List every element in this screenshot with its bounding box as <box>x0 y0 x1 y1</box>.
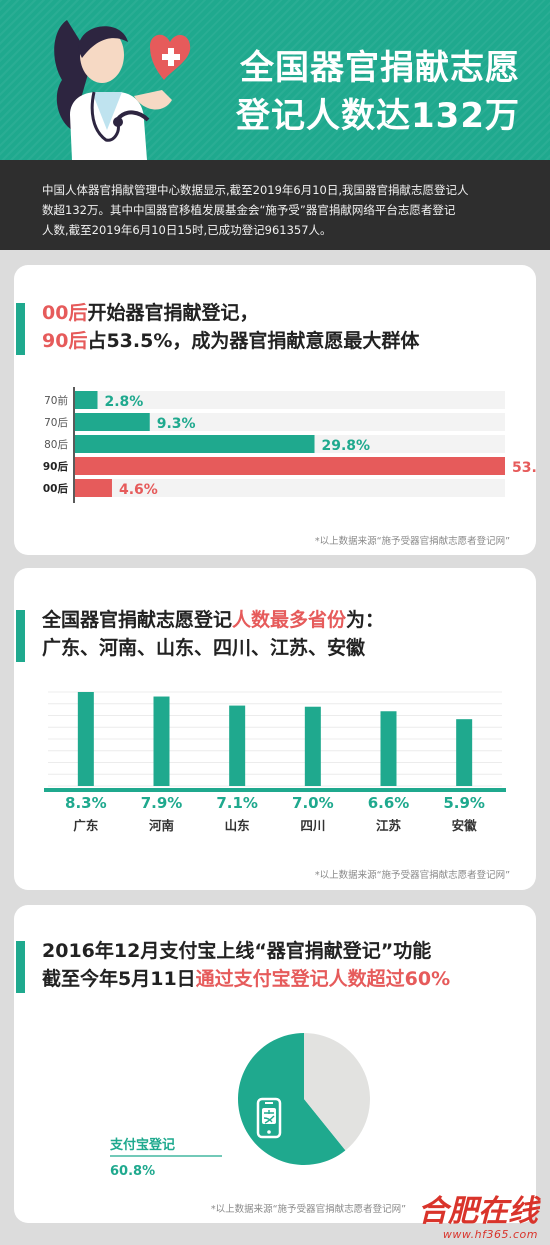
province-bar <box>380 711 397 786</box>
heading2-provinces: 广东、河南、山东、四川、江苏、安徽 <box>42 637 366 659</box>
province-bar <box>456 719 473 786</box>
province-bar <box>153 696 170 786</box>
phone-app-icon <box>256 1097 282 1139</box>
watermark-url: www.hf365.com <box>442 1228 538 1241</box>
intro-line3: 人数,截至2019年6月10日15时,已成功登记961357人。 <box>42 223 332 237</box>
province-value-label: 7.9% <box>141 794 183 812</box>
doctor-with-heart-illustration <box>54 20 191 160</box>
heading1-highlight-a: 00后 <box>42 302 88 324</box>
heading2-text-a: 全国器官捐献志愿登记 <box>42 609 233 631</box>
province-value-label: 5.9% <box>443 794 485 812</box>
heading3-highlight: 通过支付宝登记人数超过60% <box>195 968 451 990</box>
province-tick-label: 安徽 <box>452 818 478 833</box>
pie-legend-value: 60.8% <box>110 1164 155 1179</box>
age-value-label: 53.5% <box>512 460 536 476</box>
age-bar <box>75 413 150 431</box>
province-value-label: 8.3% <box>65 794 107 812</box>
intro-line2: 数超132万。其中中国器官移植发展基金会“施予受”器官捐献网络平台志愿者登记 <box>42 203 456 217</box>
age-group-source: *以上数据来源“施予受器官捐献志愿者登记网” <box>314 536 510 547</box>
province-tick-label: 广东 <box>73 818 99 833</box>
age-value-label: 9.3% <box>157 416 196 432</box>
province-tick-label: 山东 <box>225 818 251 833</box>
age-bar-track <box>75 391 505 409</box>
province-card: 全国器官捐献志愿登记人数最多省份为： 广东、河南、山东、四川、江苏、安徽 8.3… <box>14 568 536 890</box>
province-value-label: 6.6% <box>368 794 410 812</box>
province-bar <box>304 706 321 786</box>
pie-slice <box>238 1033 346 1165</box>
intro-panel: 中国人体器官捐献管理中心数据显示,截至2019年6月10日,我国器官捐献志愿登记… <box>0 160 550 250</box>
age-value-label: 29.8% <box>322 438 371 454</box>
age-value-label: 4.6% <box>119 482 158 498</box>
age-tick-label: 70前 <box>44 394 68 407</box>
age-bar-track <box>75 479 505 497</box>
page-title-line2: 登记人数达132万 <box>236 96 520 136</box>
heading-accent-bar <box>16 610 25 662</box>
age-tick-label: 80后 <box>44 439 68 451</box>
heading3-line1: 2016年12月支付宝上线“器官捐献登记”功能 <box>42 940 432 962</box>
age-group-bar-chart: 70前 2.8% 70后 9.3% 80后 29.8% 90后 53.5% 00后 4.6% <box>43 387 536 503</box>
age-group-heading: 00后开始器官捐献登记， 90后占53.5%，成为器官捐献意愿最大群体 <box>16 299 420 355</box>
heading-accent-bar <box>16 941 25 993</box>
heading1-text-b: 占53.5%，成为器官捐献意愿最大群体 <box>87 330 420 352</box>
province-heading: 全国器官捐献志愿登记人数最多省份为： 广东、河南、山东、四川、江苏、安徽 <box>16 606 385 662</box>
province-source: *以上数据来源“施予受器官捐献志愿者登记网” <box>314 870 510 881</box>
province-value-label: 7.1% <box>216 794 258 812</box>
pie-legend-label: 支付宝登记 <box>109 1137 175 1153</box>
age-bar <box>75 435 315 453</box>
watermark-logo: 合肥在线 <box>418 1194 538 1229</box>
intro-line1: 中国人体器官捐献管理中心数据显示,截至2019年6月10日,我国器官捐献志愿登记… <box>42 183 469 197</box>
age-group-card: 00后开始器官捐献登记， 90后占53.5%，成为器官捐献意愿最大群体 70前 2… <box>14 265 536 555</box>
alipay-pie-chart: 支付宝登记 60.8% <box>109 1033 371 1179</box>
age-tick-label: 00后 <box>43 482 69 495</box>
age-bar <box>75 391 98 409</box>
alipay-card: 2016年12月支付宝上线“器官捐献登记”功能 截至今年5月11日通过支付宝登记… <box>14 905 536 1223</box>
alipay-source: *以上数据来源“施予受器官捐献志愿者登记网” <box>210 1204 406 1215</box>
province-bar <box>77 692 94 786</box>
age-tick-label: 90后 <box>43 460 69 473</box>
heading2-text-b: 为： <box>346 609 385 631</box>
age-value-label: 2.8% <box>105 394 144 410</box>
header-banner: 全国器官捐献志愿 登记人数达132万 <box>0 0 550 160</box>
page-title-line1: 全国器官捐献志愿 <box>240 48 520 88</box>
province-bar <box>229 705 246 786</box>
alipay-heading: 2016年12月支付宝上线“器官捐献登记”功能 截至今年5月11日通过支付宝登记… <box>16 937 451 993</box>
province-bar-chart: 8.3% 广东 7.9% 河南 7.1% 山东 7.0% 四川 6.6% 江苏 5.9% 安徽 <box>44 691 506 833</box>
site-watermark: 合肥在线 www.hf365.com <box>418 1194 538 1242</box>
heading2-highlight: 人数最多省份 <box>232 609 347 631</box>
province-tick-label: 河南 <box>149 818 175 833</box>
heading-accent-bar <box>16 303 25 355</box>
heading1-highlight-b: 90后 <box>42 330 88 352</box>
age-bar <box>75 457 505 475</box>
heading3-text-a: 截至今年5月11日 <box>42 968 196 990</box>
heading1-text-a: 开始器官捐献登记， <box>87 302 259 324</box>
age-tick-label: 70后 <box>44 417 68 429</box>
province-tick-label: 四川 <box>300 818 325 833</box>
province-baseline <box>44 788 506 792</box>
age-bar-track <box>75 413 505 431</box>
age-bar <box>75 479 112 497</box>
province-tick-label: 江苏 <box>376 818 402 833</box>
province-value-label: 7.0% <box>292 794 334 812</box>
pie-slice <box>304 1033 371 1151</box>
